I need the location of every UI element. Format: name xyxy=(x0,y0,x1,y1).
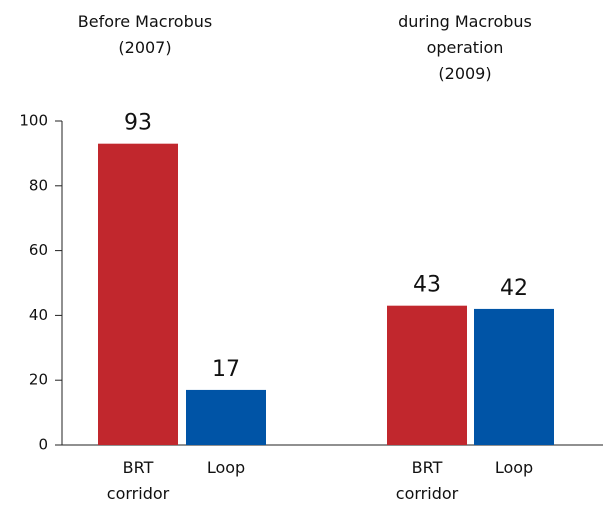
bar xyxy=(474,308,554,445)
value-label: 43 xyxy=(413,273,441,298)
x-tick-label: Loop xyxy=(206,458,246,477)
x-tick-label: BRT corridor xyxy=(395,458,459,503)
y-tick-label: 20 xyxy=(29,371,48,389)
bar xyxy=(387,305,467,445)
x-tick-label: Loop xyxy=(494,458,534,477)
y-tick-label: 80 xyxy=(29,176,48,194)
value-label: 42 xyxy=(500,276,528,301)
y-tick-label: 60 xyxy=(29,241,48,259)
bar xyxy=(98,143,178,445)
bar xyxy=(186,389,266,445)
y-tick-label: 0 xyxy=(38,436,48,454)
y-tick-label: 40 xyxy=(29,306,48,324)
value-label: 17 xyxy=(212,357,240,382)
y-tick-label: 100 xyxy=(19,112,48,130)
value-label: 93 xyxy=(124,111,152,136)
group-title: during Macrobus operation (2009) xyxy=(398,12,532,83)
group-title: Before Macrobus (2007) xyxy=(77,12,213,57)
x-tick-label: BRT corridor xyxy=(106,458,170,503)
